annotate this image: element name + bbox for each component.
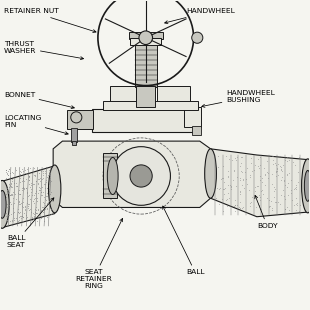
Bar xyxy=(136,86,155,107)
Polygon shape xyxy=(53,141,210,207)
Text: BODY: BODY xyxy=(255,195,277,229)
Bar xyxy=(72,141,76,145)
Bar xyxy=(192,126,201,135)
Circle shape xyxy=(139,31,153,45)
Polygon shape xyxy=(2,166,55,228)
Text: BALL
SEAT: BALL SEAT xyxy=(7,198,54,248)
Ellipse shape xyxy=(130,165,152,187)
Circle shape xyxy=(112,147,170,205)
Ellipse shape xyxy=(107,157,118,194)
Ellipse shape xyxy=(302,159,310,213)
Circle shape xyxy=(192,32,203,43)
Circle shape xyxy=(71,112,82,123)
Bar xyxy=(71,128,77,142)
Text: LOCATING
PIN: LOCATING PIN xyxy=(4,115,68,135)
Text: THRUST
WASHER: THRUST WASHER xyxy=(4,41,83,60)
Text: SEAT
RETAINER
RING: SEAT RETAINER RING xyxy=(75,219,123,289)
Bar xyxy=(92,109,200,132)
Ellipse shape xyxy=(49,165,61,213)
Bar xyxy=(157,86,190,103)
Bar xyxy=(103,101,198,110)
Bar xyxy=(184,107,201,127)
Ellipse shape xyxy=(0,190,6,218)
Text: BALL: BALL xyxy=(163,206,204,275)
Bar xyxy=(103,153,117,198)
Bar xyxy=(129,32,163,39)
Ellipse shape xyxy=(0,180,9,228)
Text: BONNET: BONNET xyxy=(4,92,74,108)
Polygon shape xyxy=(210,149,308,217)
Bar xyxy=(130,38,161,46)
Text: RETAINER NUT: RETAINER NUT xyxy=(4,8,96,33)
Text: HANDWHEEL: HANDWHEEL xyxy=(165,8,235,24)
Bar xyxy=(135,36,157,87)
Ellipse shape xyxy=(205,149,216,198)
Bar xyxy=(67,110,93,129)
Text: HANDWHEEL
BUSHING: HANDWHEEL BUSHING xyxy=(202,90,275,107)
Bar xyxy=(110,86,136,103)
Ellipse shape xyxy=(304,170,310,201)
